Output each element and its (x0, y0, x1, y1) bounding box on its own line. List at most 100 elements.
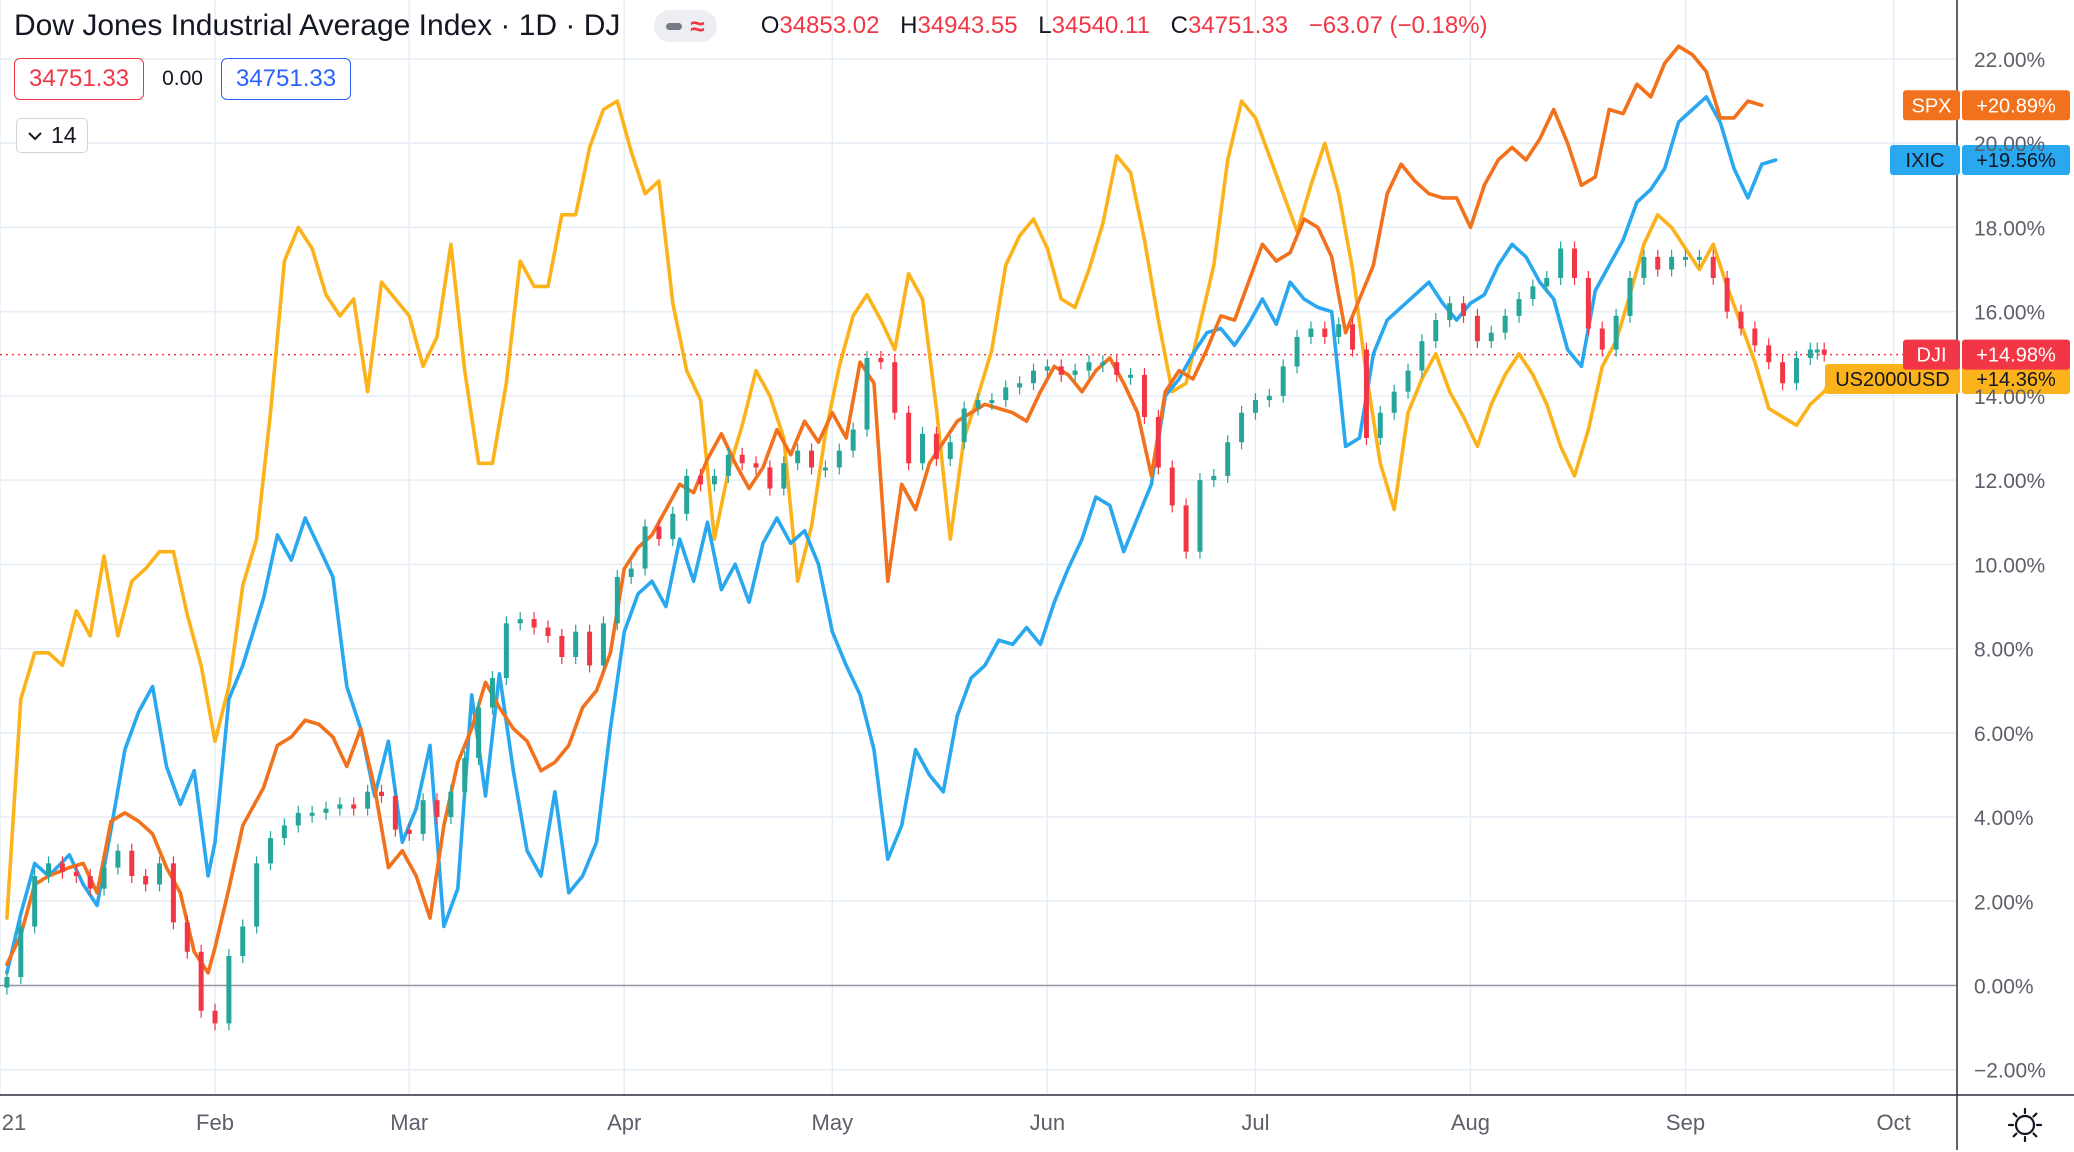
candle-body (781, 463, 787, 489)
candle-body (1474, 315, 1480, 342)
candle-body (268, 838, 274, 864)
candle-body (1114, 362, 1120, 375)
candle-body (684, 475, 690, 514)
candle-body (850, 429, 856, 451)
candle-body (642, 526, 648, 569)
candle-body (462, 758, 468, 792)
series-value-dji: +14.98% (1976, 345, 2056, 367)
candle-body (1627, 277, 1633, 316)
candle-body (767, 467, 773, 489)
candle-body (1391, 391, 1397, 413)
candle-body (1294, 336, 1300, 367)
compare-toggle[interactable]: ≈ (654, 10, 717, 42)
candle-body (1030, 370, 1036, 384)
candle-body (32, 876, 38, 927)
x-tick-label: Apr (607, 1110, 641, 1135)
candle-body (309, 812, 315, 816)
series-value-us2000usd: +14.36% (1976, 369, 2056, 391)
candle-body (1155, 416, 1161, 468)
y-tick-label: 2.00% (1974, 891, 2034, 914)
series-name-spx: SPX (1911, 95, 1951, 117)
x-tick-label: Jun (1030, 1110, 1065, 1135)
x-tick-label: Oct (1876, 1110, 1910, 1135)
candle-body (1599, 328, 1605, 350)
candle-body (281, 825, 287, 839)
candle-body (725, 454, 731, 476)
y-tick-label: 4.00% (1974, 807, 2034, 830)
candle-body (1447, 303, 1453, 321)
candle-body (295, 812, 301, 826)
candle-body (531, 619, 537, 628)
candle-body (240, 926, 246, 957)
candle-body (1225, 442, 1231, 476)
candle-body (184, 922, 190, 952)
candle-body (1724, 277, 1730, 312)
candle-body (1044, 366, 1050, 371)
candle-body (323, 808, 329, 813)
candle-body (476, 707, 482, 759)
candle-body (1350, 324, 1356, 350)
candle-body (101, 867, 107, 889)
candle-body (1585, 277, 1591, 329)
candle-body (1558, 248, 1564, 278)
series-name-tag (1903, 339, 1960, 370)
candle-body (517, 619, 523, 624)
candle-body (1738, 311, 1744, 329)
candle-body (1461, 303, 1467, 316)
candle-body (1572, 248, 1578, 278)
candle-body (1197, 480, 1203, 552)
candle-body (1516, 299, 1522, 316)
chevron-down-icon (28, 131, 42, 140)
y-tick-label: −2.00% (1974, 1060, 2046, 1083)
buy-price-button[interactable]: 34751.33 (220, 58, 352, 100)
candle-body (1405, 370, 1411, 392)
candle-body (226, 956, 232, 1024)
candle-body (87, 876, 93, 889)
series-line-ixic (5, 95, 1778, 975)
ohlc-key: H (900, 12, 918, 39)
y-tick-label: 16.00% (1974, 302, 2045, 325)
y-tick-label: 0.00% (1974, 976, 2034, 999)
candle-body (1655, 256, 1661, 270)
approx-icon: ≈ (690, 11, 705, 41)
candle-body (1058, 366, 1064, 375)
ohlc-key: L (1038, 12, 1052, 39)
candle-body (989, 400, 995, 404)
y-tick-label: 8.00% (1974, 639, 2034, 662)
candle-body (18, 926, 24, 978)
candle-body (73, 871, 79, 876)
candle-body (1086, 362, 1092, 371)
settings-button[interactable] (2003, 1103, 2047, 1147)
candle-body (711, 475, 717, 485)
indicators-collapse-button[interactable]: 14 (16, 118, 88, 153)
price-row: 34751.33 0.00 34751.33 (14, 58, 352, 100)
candle-body (378, 791, 384, 796)
candle-body (753, 463, 759, 468)
candle-body (1752, 328, 1758, 346)
gear-icon (2007, 1107, 2043, 1143)
candle-body (587, 631, 593, 666)
series-labels: SPX +20.89% IXIC +19.56% US2000USD +14.36% DJI… (1825, 90, 2070, 395)
series-name-dji: DJI (1917, 345, 1947, 367)
candles-dji (4, 241, 1827, 1031)
price-axis-bg (1957, 0, 2074, 1150)
candle-body (1488, 332, 1494, 342)
candle-body (1183, 505, 1189, 552)
ohlc-high-value: 34943.55 (917, 12, 1018, 39)
series-value-spx: +20.89% (1976, 95, 2056, 117)
ohlc-close-value: 34751.33 (1187, 12, 1289, 39)
candle-body (545, 627, 551, 636)
candle-body (1419, 341, 1425, 371)
x-tick-label: Jul (1241, 1110, 1269, 1135)
candle-body (1669, 256, 1675, 270)
candle-body (1266, 395, 1272, 401)
y-tick-label: 14.00% (1974, 386, 2045, 409)
candle-body (822, 467, 828, 471)
candle-body (795, 450, 801, 464)
series-name-tag (1903, 90, 1960, 121)
sell-price-button[interactable]: 34751.33 (14, 58, 145, 100)
candle-body (212, 1010, 218, 1024)
candle-body (809, 450, 815, 468)
candle-body (559, 635, 565, 657)
